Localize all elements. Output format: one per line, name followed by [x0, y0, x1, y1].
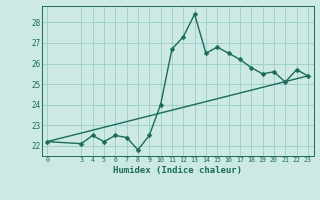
X-axis label: Humidex (Indice chaleur): Humidex (Indice chaleur): [113, 166, 242, 175]
